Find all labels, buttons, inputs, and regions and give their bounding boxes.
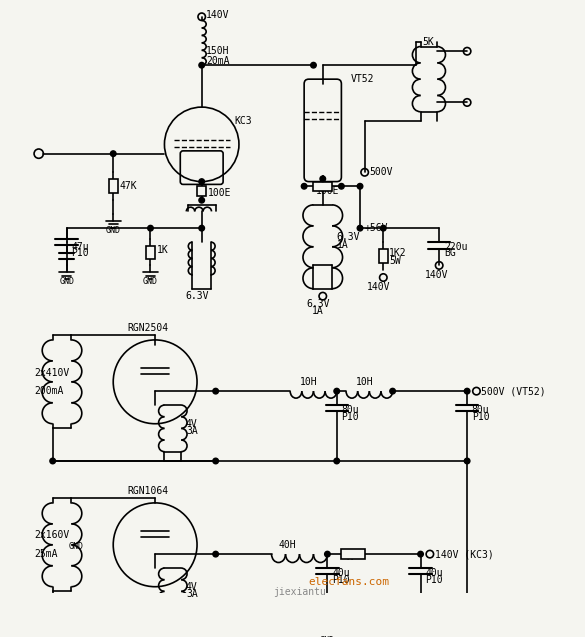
Circle shape [418, 551, 424, 557]
Text: 6.3V: 6.3V [185, 291, 209, 301]
Text: GND: GND [320, 636, 335, 637]
Circle shape [213, 551, 218, 557]
Text: 140V: 140V [367, 282, 390, 292]
Circle shape [199, 62, 205, 68]
Circle shape [301, 183, 307, 189]
Text: 47u: 47u [71, 242, 89, 252]
Text: 140V: 140V [207, 10, 230, 20]
Circle shape [357, 183, 363, 189]
Text: 10H: 10H [300, 377, 317, 387]
Text: 1A: 1A [312, 306, 324, 316]
Bar [342, 550, 364, 559]
Text: P10: P10 [472, 412, 490, 422]
Text: RGN2504: RGN2504 [127, 323, 168, 333]
Text: 6.3V: 6.3V [307, 299, 330, 308]
Text: 47K: 47K [120, 182, 137, 191]
Text: GND: GND [68, 542, 84, 551]
Circle shape [325, 621, 330, 627]
Text: GND: GND [106, 227, 121, 236]
Text: BG: BG [444, 248, 456, 259]
Circle shape [147, 225, 153, 231]
Text: 6.3V: 6.3V [337, 233, 360, 243]
Circle shape [325, 551, 330, 557]
Bar [109, 179, 118, 193]
Circle shape [334, 389, 339, 394]
Text: 5K: 5K [422, 37, 434, 47]
Text: P10: P10 [425, 575, 443, 585]
Circle shape [390, 389, 395, 394]
Text: P10: P10 [332, 575, 350, 585]
Circle shape [199, 197, 205, 203]
Text: RGN1064: RGN1064 [127, 486, 168, 496]
Text: 1K: 1K [157, 245, 168, 255]
Circle shape [357, 225, 363, 231]
Circle shape [334, 458, 339, 464]
Text: 1A: 1A [337, 240, 349, 250]
Text: 10H: 10H [355, 377, 373, 387]
Text: 40u: 40u [425, 568, 443, 578]
Text: 4V: 4V [186, 419, 198, 429]
Text: 40H: 40H [279, 540, 297, 550]
Text: GND: GND [143, 276, 158, 286]
Circle shape [464, 458, 470, 464]
Text: 500V (VT52): 500V (VT52) [481, 386, 546, 396]
Text: GND: GND [59, 276, 74, 286]
Circle shape [320, 176, 326, 182]
Text: 2x410V: 2x410V [34, 368, 69, 378]
Text: P10: P10 [71, 248, 89, 259]
Text: 40u: 40u [332, 568, 350, 578]
Bar [146, 246, 155, 259]
Circle shape [464, 389, 470, 394]
Text: VT52: VT52 [350, 74, 374, 84]
Bar [378, 249, 388, 263]
Text: jiexiantu: jiexiantu [273, 587, 326, 598]
Text: 1K2: 1K2 [389, 248, 407, 259]
Bar [197, 186, 207, 196]
Circle shape [199, 179, 205, 184]
Circle shape [111, 151, 116, 157]
Text: 3A: 3A [186, 426, 198, 436]
Text: 4V: 4V [186, 582, 198, 592]
Circle shape [339, 183, 344, 189]
Text: elecfans.com: elecfans.com [309, 577, 390, 587]
Text: 220u: 220u [444, 242, 467, 252]
Circle shape [311, 62, 316, 68]
Circle shape [380, 225, 386, 231]
Text: 140V: 140V [425, 269, 448, 280]
Circle shape [213, 458, 218, 464]
Text: 80u: 80u [342, 404, 359, 415]
Text: 500V: 500V [369, 168, 393, 177]
Text: 5W: 5W [389, 256, 401, 266]
Text: 3A: 3A [186, 589, 198, 599]
Bar [314, 182, 332, 191]
Text: 100E: 100E [208, 188, 232, 197]
Circle shape [50, 458, 56, 464]
Text: R: R [346, 552, 352, 562]
Text: 2x160V: 2x160V [34, 531, 69, 540]
Circle shape [199, 225, 205, 231]
Text: 20mA: 20mA [207, 55, 230, 66]
Text: 25mA: 25mA [34, 549, 57, 559]
Circle shape [213, 621, 218, 627]
Text: P10: P10 [342, 412, 359, 422]
Circle shape [50, 621, 56, 627]
Text: KC3: KC3 [235, 116, 252, 126]
Circle shape [418, 621, 424, 627]
Text: 150H: 150H [207, 47, 230, 56]
Circle shape [213, 389, 218, 394]
Text: +56V: +56V [364, 223, 388, 233]
Text: 200mA: 200mA [34, 386, 63, 396]
Text: 100E: 100E [316, 186, 340, 196]
Text: 80u: 80u [472, 404, 490, 415]
Text: 140V (KC3): 140V (KC3) [435, 549, 493, 559]
